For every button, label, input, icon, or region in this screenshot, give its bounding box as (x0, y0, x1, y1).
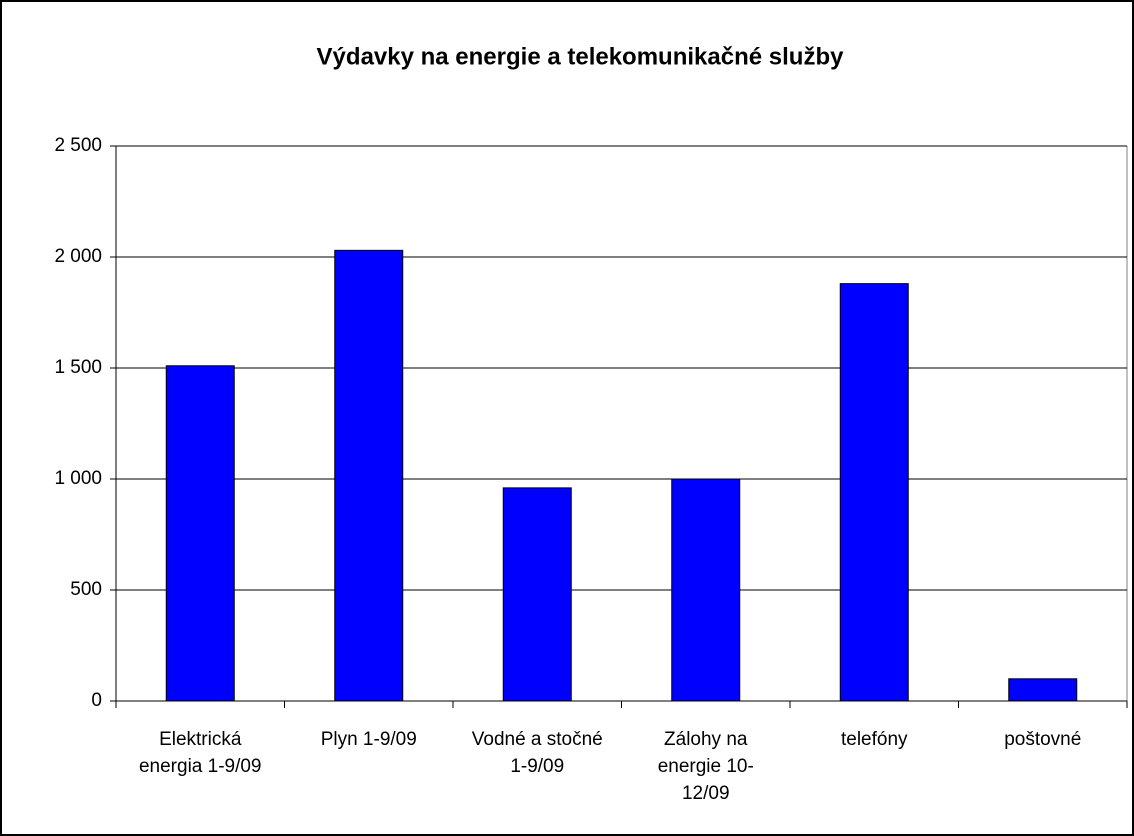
y-tick-label: 0 (91, 690, 102, 711)
bar (334, 249, 404, 702)
bar (165, 365, 235, 702)
x-tick-label: Zálohy na energie 10-12/09 (657, 729, 754, 804)
bar (839, 283, 909, 702)
bar (502, 487, 572, 702)
x-tick-label: Elektrická energia 1-9/09 (138, 729, 262, 777)
x-tick-label: Plyn 1-9/09 (320, 729, 417, 750)
y-tick-label: 500 (70, 579, 102, 600)
x-tick-label: poštovné (1004, 729, 1082, 750)
chart-title: Výdavky na energie a telekomunikačné slu… (317, 43, 845, 70)
y-tick-label: 1 000 (54, 468, 102, 489)
bar (671, 478, 741, 702)
bar (1008, 678, 1078, 702)
y-tick-label: 2 500 (54, 135, 102, 156)
y-tick-label: 2 000 (54, 246, 102, 267)
y-tick-label: 1 500 (54, 357, 102, 378)
x-tick-label: telefóny (840, 729, 908, 750)
x-tick-label: Vodné a stočné 1-9/09 (471, 729, 603, 777)
